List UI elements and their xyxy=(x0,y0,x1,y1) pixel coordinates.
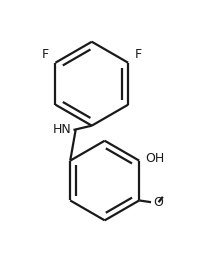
Text: F: F xyxy=(42,48,49,60)
Text: HN: HN xyxy=(53,123,71,136)
Text: OH: OH xyxy=(146,152,165,165)
Text: O: O xyxy=(153,196,163,209)
Text: F: F xyxy=(135,48,142,60)
